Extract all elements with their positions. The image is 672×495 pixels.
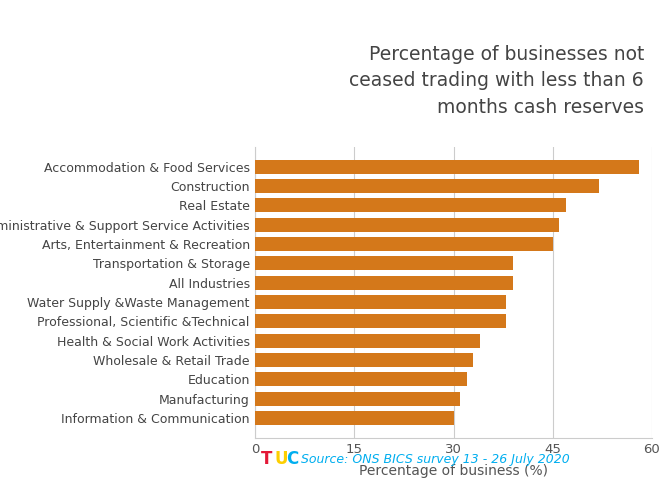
Bar bbox=[255, 295, 507, 309]
Text: U: U bbox=[274, 450, 288, 468]
Bar bbox=[255, 314, 507, 328]
Bar bbox=[255, 160, 638, 174]
Bar bbox=[255, 218, 559, 232]
Bar bbox=[255, 353, 473, 367]
Bar bbox=[255, 372, 467, 386]
Text: Percentage of businesses not
ceased trading with less than 6
months cash reserve: Percentage of businesses not ceased trad… bbox=[349, 45, 644, 117]
Bar bbox=[255, 179, 599, 193]
Bar bbox=[255, 198, 566, 212]
Text: Source: ONS BICS survey 13 - 26 July 2020: Source: ONS BICS survey 13 - 26 July 202… bbox=[301, 453, 570, 466]
Bar bbox=[255, 334, 480, 347]
Text: C: C bbox=[286, 450, 298, 468]
Bar bbox=[255, 411, 454, 425]
Bar bbox=[255, 256, 513, 270]
X-axis label: Percentage of business (%): Percentage of business (%) bbox=[359, 464, 548, 478]
Bar bbox=[255, 392, 460, 405]
Text: T: T bbox=[261, 450, 273, 468]
Bar bbox=[255, 276, 513, 290]
Bar bbox=[255, 237, 552, 251]
